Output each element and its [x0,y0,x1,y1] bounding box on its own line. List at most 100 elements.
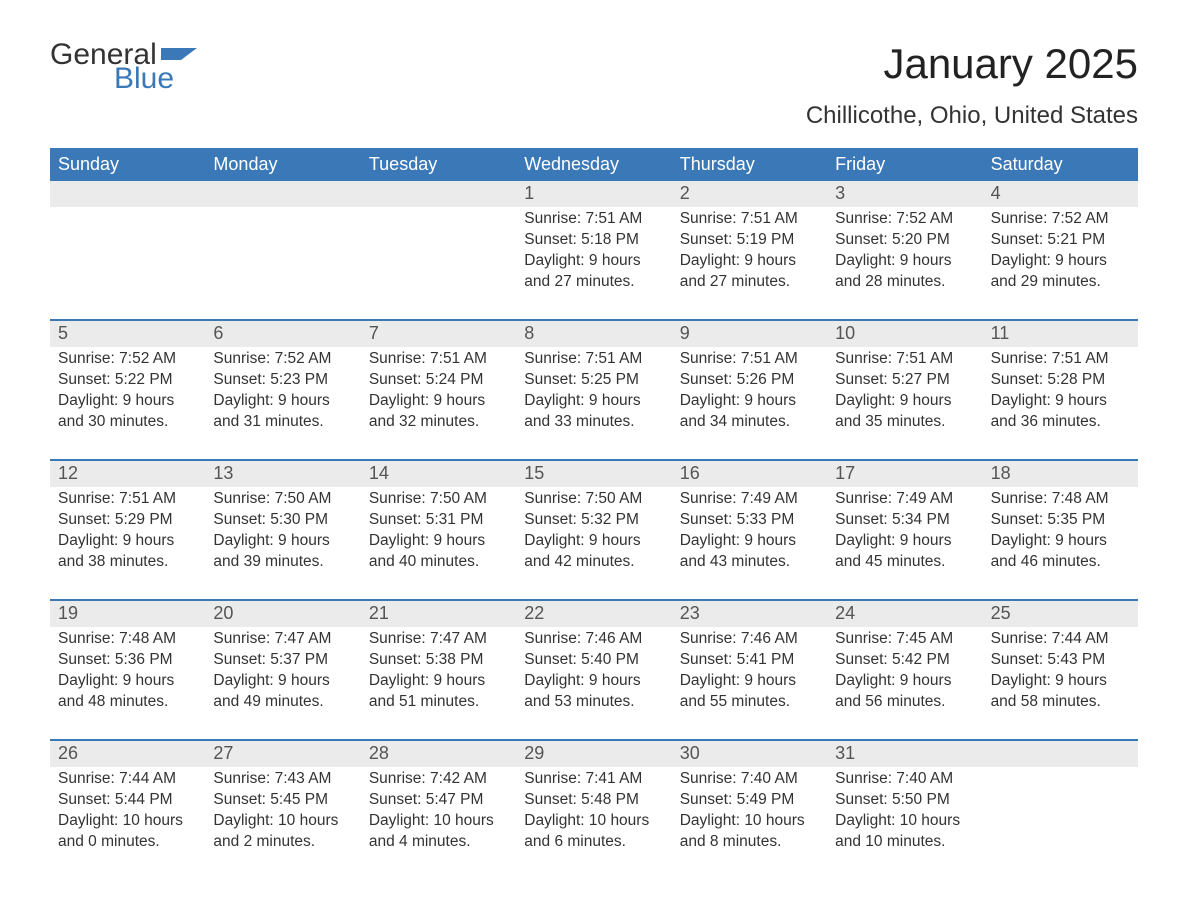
daylight-line: Daylight: 9 hours and 27 minutes. [680,251,819,293]
day-cell: 14Sunrise: 7:50 AMSunset: 5:31 PMDayligh… [361,461,516,579]
day-number: 14 [361,461,516,487]
daylight-line: Daylight: 9 hours and 43 minutes. [680,531,819,573]
day-body: Sunrise: 7:42 AMSunset: 5:47 PMDaylight:… [361,767,516,857]
day-body: Sunrise: 7:52 AMSunset: 5:23 PMDaylight:… [205,347,360,437]
daylight-line: Daylight: 9 hours and 56 minutes. [835,671,974,713]
day-cell: 22Sunrise: 7:46 AMSunset: 5:40 PMDayligh… [516,601,671,719]
sunset-line: Sunset: 5:37 PM [213,650,352,671]
day-cell: 12Sunrise: 7:51 AMSunset: 5:29 PMDayligh… [50,461,205,579]
day-number: 26 [50,741,205,767]
day-cell [983,741,1138,859]
sunrise-line: Sunrise: 7:41 AM [524,769,663,790]
daylight-line: Daylight: 9 hours and 39 minutes. [213,531,352,573]
sunrise-line: Sunrise: 7:49 AM [835,489,974,510]
sunrise-line: Sunrise: 7:52 AM [991,209,1130,230]
sunrise-line: Sunrise: 7:51 AM [58,489,197,510]
day-body: Sunrise: 7:50 AMSunset: 5:30 PMDaylight:… [205,487,360,577]
daylight-line: Daylight: 9 hours and 29 minutes. [991,251,1130,293]
sunrise-line: Sunrise: 7:50 AM [213,489,352,510]
week-row: 5Sunrise: 7:52 AMSunset: 5:22 PMDaylight… [50,319,1138,439]
sunset-line: Sunset: 5:22 PM [58,370,197,391]
day-number: 16 [672,461,827,487]
sunset-line: Sunset: 5:32 PM [524,510,663,531]
sunrise-line: Sunrise: 7:40 AM [835,769,974,790]
week-row: 26Sunrise: 7:44 AMSunset: 5:44 PMDayligh… [50,739,1138,859]
day-cell: 30Sunrise: 7:40 AMSunset: 5:49 PMDayligh… [672,741,827,859]
daylight-line: Daylight: 9 hours and 33 minutes. [524,391,663,433]
day-body: Sunrise: 7:44 AMSunset: 5:43 PMDaylight:… [983,627,1138,717]
daylight-line: Daylight: 9 hours and 30 minutes. [58,391,197,433]
sunrise-line: Sunrise: 7:48 AM [58,629,197,650]
day-body [983,767,1138,773]
day-body: Sunrise: 7:47 AMSunset: 5:37 PMDaylight:… [205,627,360,717]
day-number [983,741,1138,767]
day-body: Sunrise: 7:51 AMSunset: 5:29 PMDaylight:… [50,487,205,577]
weekday-header-row: SundayMondayTuesdayWednesdayThursdayFrid… [50,148,1138,181]
logo-text-blue: Blue [114,64,197,94]
day-cell: 24Sunrise: 7:45 AMSunset: 5:42 PMDayligh… [827,601,982,719]
day-cell: 26Sunrise: 7:44 AMSunset: 5:44 PMDayligh… [50,741,205,859]
day-body: Sunrise: 7:46 AMSunset: 5:41 PMDaylight:… [672,627,827,717]
daylight-line: Daylight: 9 hours and 34 minutes. [680,391,819,433]
day-number: 17 [827,461,982,487]
day-number: 3 [827,181,982,207]
day-body: Sunrise: 7:45 AMSunset: 5:42 PMDaylight:… [827,627,982,717]
day-cell: 13Sunrise: 7:50 AMSunset: 5:30 PMDayligh… [205,461,360,579]
day-number: 13 [205,461,360,487]
sunrise-line: Sunrise: 7:51 AM [680,209,819,230]
day-body: Sunrise: 7:43 AMSunset: 5:45 PMDaylight:… [205,767,360,857]
day-body: Sunrise: 7:51 AMSunset: 5:28 PMDaylight:… [983,347,1138,437]
day-body [361,207,516,213]
day-number: 24 [827,601,982,627]
daylight-line: Daylight: 9 hours and 58 minutes. [991,671,1130,713]
day-body: Sunrise: 7:46 AMSunset: 5:40 PMDaylight:… [516,627,671,717]
sunrise-line: Sunrise: 7:44 AM [991,629,1130,650]
day-cell: 8Sunrise: 7:51 AMSunset: 5:25 PMDaylight… [516,321,671,439]
sunrise-line: Sunrise: 7:44 AM [58,769,197,790]
day-number: 31 [827,741,982,767]
day-cell: 25Sunrise: 7:44 AMSunset: 5:43 PMDayligh… [983,601,1138,719]
daylight-line: Daylight: 10 hours and 10 minutes. [835,811,974,853]
day-cell: 15Sunrise: 7:50 AMSunset: 5:32 PMDayligh… [516,461,671,579]
sunset-line: Sunset: 5:24 PM [369,370,508,391]
day-cell: 7Sunrise: 7:51 AMSunset: 5:24 PMDaylight… [361,321,516,439]
day-body [205,207,360,213]
day-number: 4 [983,181,1138,207]
sunset-line: Sunset: 5:31 PM [369,510,508,531]
sunrise-line: Sunrise: 7:49 AM [680,489,819,510]
daylight-line: Daylight: 9 hours and 32 minutes. [369,391,508,433]
sunset-line: Sunset: 5:23 PM [213,370,352,391]
day-body: Sunrise: 7:52 AMSunset: 5:22 PMDaylight:… [50,347,205,437]
sunrise-line: Sunrise: 7:52 AM [58,349,197,370]
calendar-page: General Blue January 2025 Chillicothe, O… [0,0,1188,909]
day-body: Sunrise: 7:47 AMSunset: 5:38 PMDaylight:… [361,627,516,717]
location-subtitle: Chillicothe, Ohio, United States [50,102,1138,130]
sunset-line: Sunset: 5:33 PM [680,510,819,531]
day-number: 28 [361,741,516,767]
sunset-line: Sunset: 5:21 PM [991,230,1130,251]
daylight-line: Daylight: 9 hours and 48 minutes. [58,671,197,713]
day-number [50,181,205,207]
daylight-line: Daylight: 9 hours and 36 minutes. [991,391,1130,433]
daylight-line: Daylight: 9 hours and 55 minutes. [680,671,819,713]
sunset-line: Sunset: 5:45 PM [213,790,352,811]
day-number: 11 [983,321,1138,347]
day-cell: 21Sunrise: 7:47 AMSunset: 5:38 PMDayligh… [361,601,516,719]
day-body: Sunrise: 7:52 AMSunset: 5:21 PMDaylight:… [983,207,1138,297]
sunrise-line: Sunrise: 7:52 AM [213,349,352,370]
sunset-line: Sunset: 5:27 PM [835,370,974,391]
sunrise-line: Sunrise: 7:51 AM [835,349,974,370]
weekday-header: Friday [827,148,982,181]
daylight-line: Daylight: 9 hours and 31 minutes. [213,391,352,433]
calendar-grid: SundayMondayTuesdayWednesdayThursdayFrid… [50,148,1138,859]
day-cell: 17Sunrise: 7:49 AMSunset: 5:34 PMDayligh… [827,461,982,579]
day-body [50,207,205,213]
day-body: Sunrise: 7:48 AMSunset: 5:36 PMDaylight:… [50,627,205,717]
day-body: Sunrise: 7:51 AMSunset: 5:27 PMDaylight:… [827,347,982,437]
sunset-line: Sunset: 5:30 PM [213,510,352,531]
day-number [361,181,516,207]
daylight-line: Daylight: 10 hours and 0 minutes. [58,811,197,853]
daylight-line: Daylight: 9 hours and 40 minutes. [369,531,508,573]
day-body: Sunrise: 7:51 AMSunset: 5:24 PMDaylight:… [361,347,516,437]
sunrise-line: Sunrise: 7:50 AM [369,489,508,510]
